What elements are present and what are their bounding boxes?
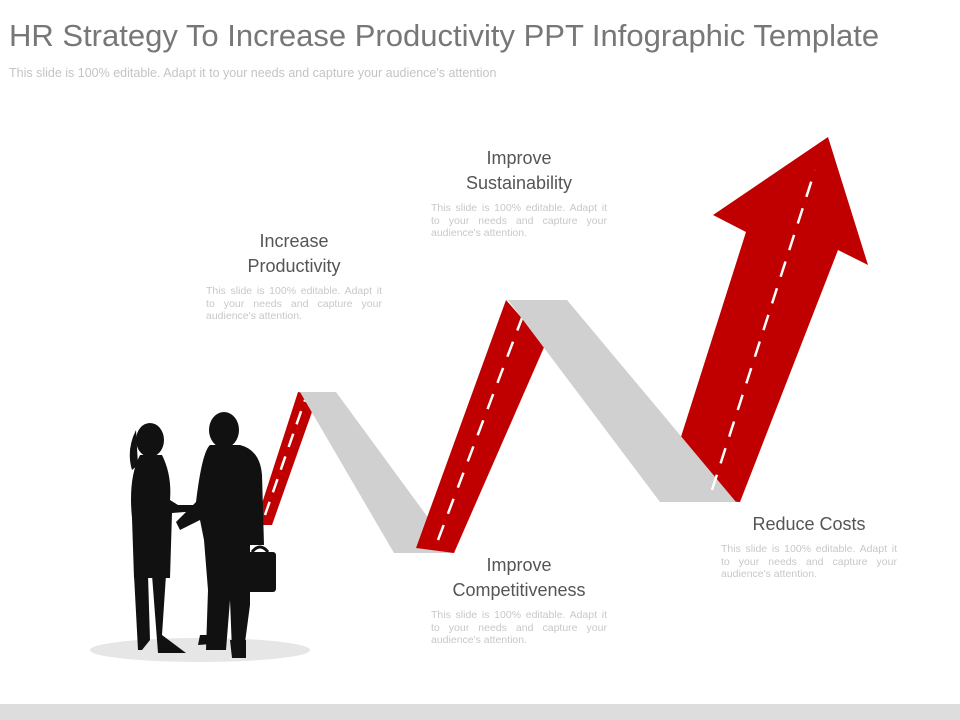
step-title: Improve Competitiveness: [431, 553, 607, 603]
step-improve-competitiveness: Improve Competitiveness This slide is 100…: [431, 553, 607, 647]
step-title-line: Sustainability: [465, 173, 573, 193]
step-title-line: Improve: [486, 148, 552, 168]
step-title-line: Improve: [486, 555, 552, 575]
fold-segment-2: [508, 300, 736, 502]
step-description: This slide is 100% editable. Adapt it to…: [721, 543, 897, 580]
step-title-line: Competitiveness: [452, 580, 586, 600]
business-people-handshake-silhouette: [129, 412, 276, 658]
slide-title: HR Strategy To Increase Productivity PPT…: [9, 18, 880, 53]
step-increase-productivity: Increase Productivity This slide is 100% …: [206, 229, 382, 323]
step-title-line: Productivity: [247, 256, 341, 276]
step-reduce-costs: Reduce Costs This slide is 100% editable…: [721, 512, 897, 581]
fold-segment-1: [300, 392, 454, 553]
step-title: Reduce Costs: [752, 514, 866, 534]
step-title-line: Increase: [259, 231, 329, 251]
step-description: This slide is 100% editable. Adapt it to…: [431, 609, 607, 646]
dash-line: [710, 169, 817, 491]
footer-bar: [0, 704, 960, 720]
slide-subtitle: This slide is 100% editable. Adapt it to…: [9, 66, 497, 80]
dash-line: [436, 317, 524, 541]
arrow-segment-1: [255, 392, 318, 525]
step-description: This slide is 100% editable. Adapt it to…: [206, 285, 382, 322]
step-improve-sustainability: Improve Sustainability This slide is 100%…: [431, 146, 607, 240]
step-title: Improve Sustainability: [431, 146, 607, 196]
dash-line: [263, 399, 307, 516]
arrow-segment-3: [680, 137, 868, 502]
step-title: Increase Productivity: [206, 229, 382, 279]
step-description: This slide is 100% editable. Adapt it to…: [431, 202, 607, 239]
